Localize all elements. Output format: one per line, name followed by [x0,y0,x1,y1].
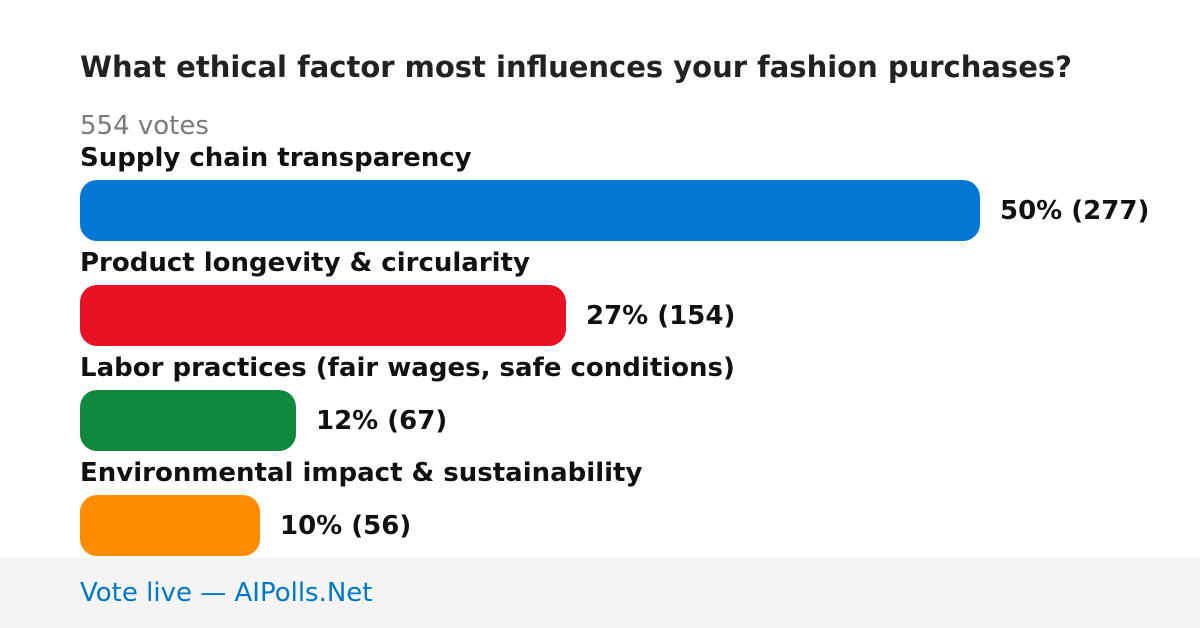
option-bar [80,495,260,556]
option-value-label: 50% (277) [1000,195,1150,226]
option-bar [80,390,296,451]
option-value-label: 10% (56) [280,510,412,541]
poll-title: What ethical factor most influences your… [80,50,1072,84]
option-label: Product longevity & circularity [80,248,530,278]
vote-count: 554 votes [80,111,209,141]
option-label: Supply chain transparency [80,143,472,173]
option-value-label: 12% (67) [316,405,448,436]
option-value-label: 27% (154) [586,300,736,331]
option-label: Labor practices (fair wages, safe condit… [80,353,735,383]
vote-live-link[interactable]: Vote live — AIPolls.Net [80,578,373,608]
option-bar [80,180,980,241]
option-bar [80,285,566,346]
option-label: Environmental impact & sustainability [80,458,643,488]
footer: Vote live — AIPolls.Net [0,558,1200,628]
